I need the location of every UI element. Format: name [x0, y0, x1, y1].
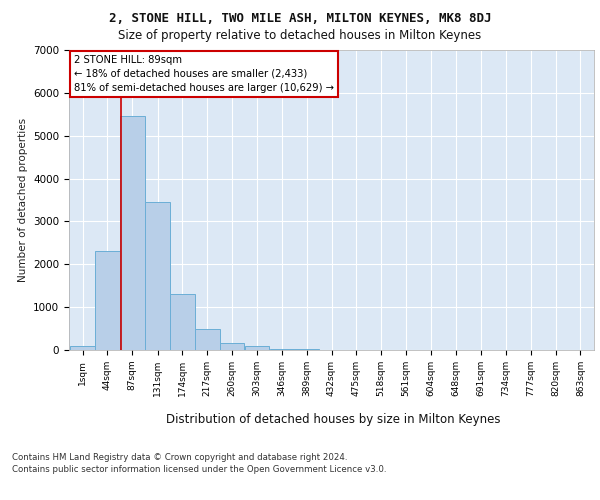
Text: Distribution of detached houses by size in Milton Keynes: Distribution of detached houses by size …: [166, 412, 500, 426]
Bar: [120, 116, 145, 350]
Bar: [245, 346, 269, 350]
Text: 2 STONE HILL: 89sqm
← 18% of detached houses are smaller (2,433)
81% of semi-det: 2 STONE HILL: 89sqm ← 18% of detached ho…: [74, 54, 334, 92]
Bar: [195, 330, 220, 350]
Bar: [145, 202, 170, 350]
Bar: [70, 346, 95, 350]
Bar: [220, 343, 244, 350]
Bar: [170, 294, 195, 350]
Text: Contains public sector information licensed under the Open Government Licence v3: Contains public sector information licen…: [12, 465, 386, 474]
Y-axis label: Number of detached properties: Number of detached properties: [17, 118, 28, 282]
Bar: [95, 252, 119, 350]
Text: Size of property relative to detached houses in Milton Keynes: Size of property relative to detached ho…: [118, 29, 482, 42]
Bar: [269, 348, 294, 350]
Text: 2, STONE HILL, TWO MILE ASH, MILTON KEYNES, MK8 8DJ: 2, STONE HILL, TWO MILE ASH, MILTON KEYN…: [109, 12, 491, 26]
Text: Contains HM Land Registry data © Crown copyright and database right 2024.: Contains HM Land Registry data © Crown c…: [12, 454, 347, 462]
